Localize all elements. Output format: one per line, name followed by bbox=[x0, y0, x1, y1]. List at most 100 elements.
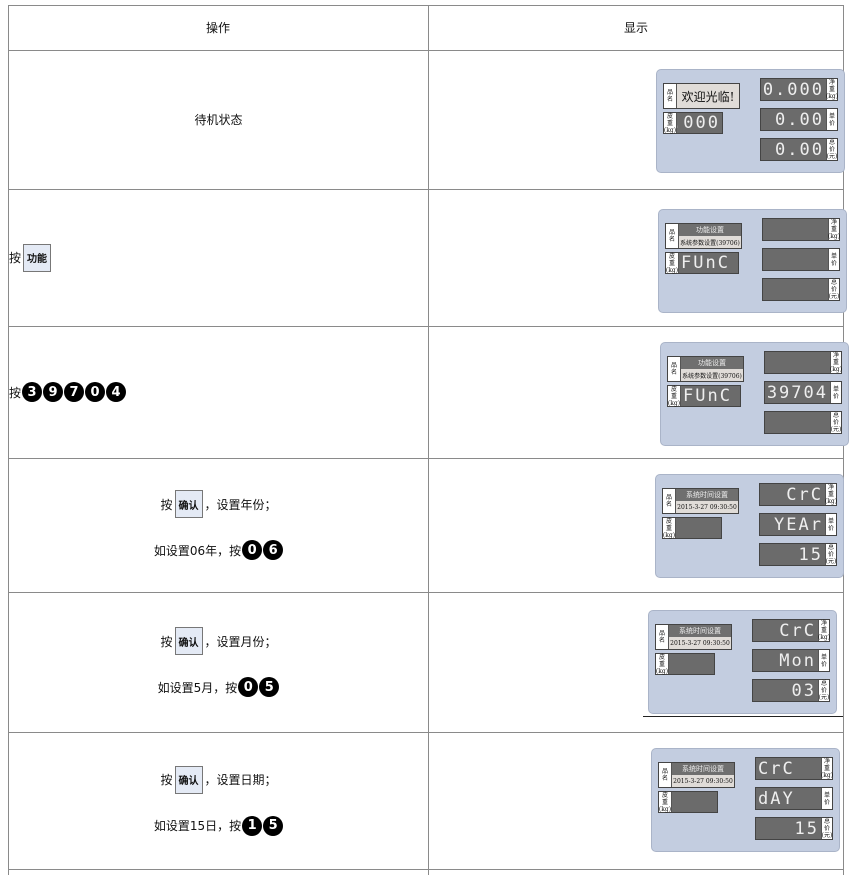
tare-value bbox=[676, 518, 721, 538]
operation-cell: 按功能 bbox=[9, 189, 428, 326]
label-char: 重 bbox=[658, 660, 665, 668]
operation-text: 按 bbox=[9, 385, 22, 400]
label-char: 净 bbox=[827, 484, 834, 491]
key-功能-button[interactable]: 功能 bbox=[23, 243, 52, 272]
label-char: 重 bbox=[827, 491, 834, 498]
label-char: 重 bbox=[661, 798, 668, 806]
tare-label: 皮重 (kg) bbox=[667, 386, 681, 407]
label-char: (元) bbox=[818, 694, 830, 701]
operation-text: ，设置月份； bbox=[204, 634, 277, 649]
label-char: (元) bbox=[826, 153, 838, 160]
label-char: 名 bbox=[665, 501, 672, 508]
column-divider bbox=[8, 5, 9, 875]
operation-line: 如设置15日，按 1 5 bbox=[154, 815, 284, 836]
tare-label: 皮重 (kg) bbox=[656, 654, 669, 675]
product-name-title: 功能设置 bbox=[679, 224, 741, 236]
price-value: YEAr bbox=[774, 514, 823, 535]
total-value bbox=[763, 279, 828, 300]
label-char: 价 bbox=[823, 825, 830, 832]
label-char: 单 bbox=[820, 653, 827, 661]
digit-4-button[interactable]: 4 bbox=[106, 382, 127, 402]
digit-9-button[interactable]: 9 bbox=[43, 382, 64, 402]
label-char: (kg) bbox=[662, 531, 676, 539]
price-display: YEAr 单价 bbox=[759, 513, 837, 536]
price-label: 单价 bbox=[818, 650, 829, 671]
label-char: (元) bbox=[830, 426, 842, 433]
price-display: 39704 单价 bbox=[764, 381, 842, 404]
net-display: CrC 净重 (kg) bbox=[759, 483, 837, 506]
operation-text: 按 bbox=[160, 497, 173, 512]
label-char: 净 bbox=[823, 758, 830, 765]
total-value: 0.00 bbox=[775, 139, 824, 160]
row-divider bbox=[8, 50, 844, 51]
label-char: 单 bbox=[828, 112, 835, 120]
operation-line: 按确认 ，设置月份； bbox=[160, 627, 277, 655]
tare-display: 皮重(kg)0.000 bbox=[663, 112, 723, 134]
label-char: 价 bbox=[820, 687, 827, 694]
label-char: 品 bbox=[661, 768, 668, 775]
header-display: 显示 bbox=[429, 5, 843, 50]
operation-text: ，设置年份； bbox=[204, 497, 277, 512]
label-char: 价 bbox=[832, 392, 839, 400]
label-char: (kg) bbox=[824, 498, 838, 505]
digit-0-button[interactable]: 0 bbox=[242, 540, 263, 560]
label-char: 净 bbox=[832, 352, 839, 359]
label-char: (kg) bbox=[658, 805, 672, 813]
total-label: 总价 (元) bbox=[830, 412, 841, 433]
row-divider bbox=[8, 5, 844, 6]
tare-value: 0.000 bbox=[677, 113, 720, 133]
operation-cell: 按确认 ，设置月份； 如设置5月，按 0 5 bbox=[9, 592, 428, 732]
tare-value bbox=[669, 654, 714, 674]
label-char: (kg) bbox=[667, 399, 681, 407]
digit-7-button[interactable]: 7 bbox=[64, 382, 85, 402]
product-name-content: 系统时间设置 2015-3-27 09:30:50 bbox=[676, 489, 738, 513]
product-name-label: 品名 bbox=[666, 224, 679, 248]
price-display: 0.00 单价 bbox=[760, 108, 838, 131]
product-name-title: 功能设置 bbox=[681, 357, 743, 369]
digit-3-button[interactable]: 3 bbox=[22, 382, 43, 402]
key-确认-button[interactable]: 确认 bbox=[174, 765, 203, 794]
product-name-content: 系统时间设置 2015-3-27 09:30:50 bbox=[669, 625, 731, 649]
key-确认-button[interactable]: 确认 bbox=[174, 627, 203, 655]
net-label: 净重 (kg) bbox=[818, 620, 830, 641]
label-char: 重 bbox=[832, 359, 839, 366]
operation-line: 按确认 ，设置日期； bbox=[160, 765, 277, 794]
net-label: 净重 (kg) bbox=[828, 219, 840, 240]
product-name-label: 品名 bbox=[668, 357, 681, 381]
underline bbox=[643, 716, 843, 717]
net-value: CrC bbox=[758, 758, 795, 779]
label-char: (kg) bbox=[820, 772, 834, 779]
label-char: 皮 bbox=[666, 112, 673, 120]
label-char: 品 bbox=[670, 362, 677, 369]
net-value bbox=[765, 352, 830, 373]
label-char: 重 bbox=[670, 392, 677, 400]
label-char: 重 bbox=[820, 627, 827, 634]
scale-display-panel: 品名功能设置 系统参数设置(39706) 皮重 (kg) FUnC 净重 (kg) 单价总价(… bbox=[658, 209, 847, 313]
price-value: 0.00 bbox=[775, 109, 824, 130]
net-label: 净重 (kg) bbox=[830, 352, 842, 373]
digit-1-button[interactable]: 1 bbox=[242, 815, 263, 836]
label-char: 总 bbox=[827, 544, 834, 551]
label-char: 皮 bbox=[661, 791, 668, 799]
key-确认-button[interactable]: 确认 bbox=[174, 490, 203, 518]
digit-5-button[interactable]: 5 bbox=[263, 815, 284, 836]
scale-display-panel: 品名系统时间设置 2015-3-27 09:30:50 皮重 (kg) CrC 净重 (kg… bbox=[648, 610, 837, 714]
digit-0-button[interactable]: 0 bbox=[85, 382, 106, 402]
product-name-box: 品名系统时间设置 2015-3-27 09:30:50 bbox=[655, 624, 732, 650]
label-char: 重 bbox=[668, 259, 675, 267]
total-display: 总价 (元) bbox=[764, 411, 842, 434]
net-value: 0.000 bbox=[762, 79, 824, 100]
tare-value bbox=[672, 792, 717, 812]
total-display: 0.00 总价 (元) bbox=[760, 138, 838, 161]
net-display: CrC 净重 (kg) bbox=[755, 757, 833, 780]
digit-6-button[interactable]: 6 bbox=[263, 540, 284, 560]
price-label: 单价 bbox=[821, 788, 832, 809]
product-name-box: 品名系统时间设置 2015-3-27 09:30:50 bbox=[658, 762, 735, 788]
digit-0-button[interactable]: 0 bbox=[238, 677, 259, 697]
label-char: 重 bbox=[828, 86, 835, 93]
label-char: 重 bbox=[666, 119, 673, 127]
digit-5-button[interactable]: 5 bbox=[259, 677, 280, 697]
operation-cell: 按确认 ，设置日期； 如设置15日，按 1 5 bbox=[9, 732, 428, 869]
label-char: 重 bbox=[665, 524, 672, 532]
